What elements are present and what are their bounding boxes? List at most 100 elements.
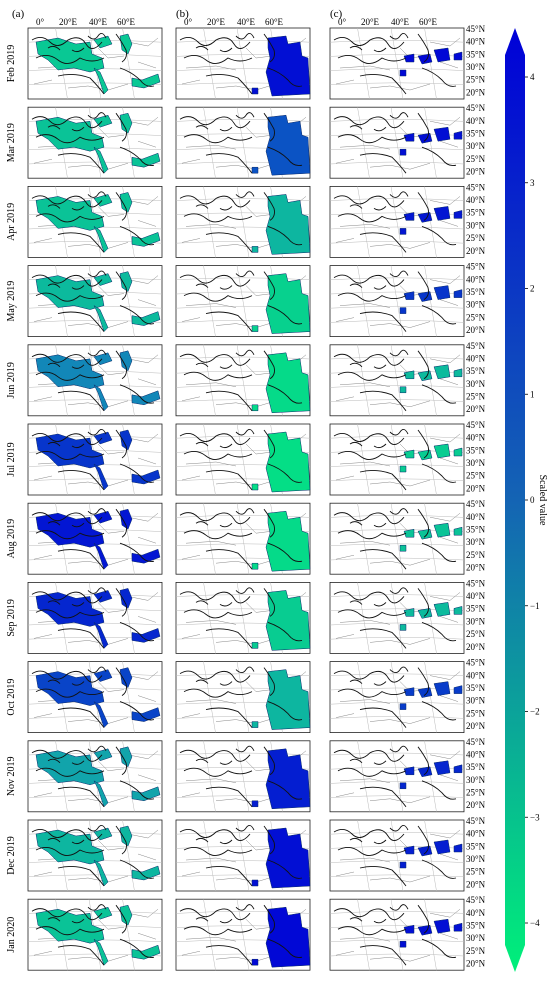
coastline xyxy=(179,195,251,208)
country-border xyxy=(245,919,273,930)
latitude-label: 45°N xyxy=(466,24,486,34)
coastline xyxy=(57,786,105,808)
country-border xyxy=(137,61,157,69)
graticule-parallel xyxy=(329,435,465,439)
coastline xyxy=(421,859,457,879)
coastline xyxy=(337,767,407,777)
country-border xyxy=(335,396,355,402)
map-panel-b xyxy=(175,502,311,575)
map-panel-a xyxy=(27,423,163,496)
coastline xyxy=(373,839,387,845)
country-border xyxy=(245,523,273,534)
coastline xyxy=(333,670,405,683)
latitude-label: 40°N xyxy=(466,512,486,522)
graticule-parallel xyxy=(329,305,465,309)
latitude-label: 25°N xyxy=(466,233,486,243)
country-border xyxy=(33,79,53,85)
coastline xyxy=(179,353,251,366)
map-panel-c: 45°N 40°N 35°N 30°N 25°N 20°N xyxy=(329,499,486,575)
country-border xyxy=(245,443,273,455)
data-region xyxy=(433,206,451,221)
country-border xyxy=(67,717,129,724)
country-border xyxy=(97,839,125,851)
data-region xyxy=(265,590,311,651)
data-region xyxy=(265,273,311,334)
latitude-label: 20°N xyxy=(466,563,486,573)
longitude-label: 60°E xyxy=(117,17,136,27)
graticule-parallel xyxy=(175,39,311,43)
country-border xyxy=(339,65,391,71)
country-border xyxy=(339,778,391,784)
graticule-parallel xyxy=(175,752,311,756)
data-region xyxy=(93,827,113,841)
country-border xyxy=(369,242,431,249)
coastline xyxy=(359,945,407,966)
latitude-label: 45°N xyxy=(466,658,486,668)
month-label: Aug 2019 xyxy=(6,519,17,559)
data-region xyxy=(251,166,259,174)
coastline xyxy=(183,767,253,777)
map-grid: Feb 2019 45°N 40°N 35°N 30°N 25°N 20°N Mar 2019… xyxy=(6,17,486,971)
coastline xyxy=(349,679,363,684)
country-border xyxy=(185,303,237,308)
graticule-meridian xyxy=(390,819,404,892)
data-region xyxy=(93,859,109,887)
latitude-label: 25°N xyxy=(466,788,486,798)
data-region xyxy=(453,289,463,298)
map-panel-a xyxy=(27,265,163,338)
coastline xyxy=(373,602,387,607)
data-region xyxy=(399,69,407,77)
country-border xyxy=(439,61,459,69)
latitude-label: 45°N xyxy=(466,103,486,113)
map-panel-a xyxy=(27,661,163,733)
coastline xyxy=(205,469,253,491)
latitude-label: 20°N xyxy=(466,483,486,493)
country-border xyxy=(181,871,201,877)
country-border xyxy=(429,513,461,522)
coastline xyxy=(219,839,233,845)
graticule-meridian xyxy=(390,423,404,496)
data-region xyxy=(453,606,463,615)
data-region xyxy=(93,304,109,333)
country-border xyxy=(185,540,237,546)
country-border xyxy=(429,275,461,284)
latitude-label: 45°N xyxy=(466,182,486,192)
data-region xyxy=(93,700,109,729)
month-label: Nov 2019 xyxy=(6,756,17,796)
graticule-meridian xyxy=(122,27,135,100)
coastline xyxy=(349,45,363,51)
graticule-meridian xyxy=(390,186,404,258)
coastline xyxy=(263,825,275,855)
coastline xyxy=(349,837,363,843)
coastline xyxy=(421,225,457,246)
country-border xyxy=(369,479,431,487)
colorbar-tick-label: −3 xyxy=(530,812,540,822)
country-border xyxy=(339,461,391,467)
colorbar-tick-label: 1 xyxy=(530,389,535,399)
country-border xyxy=(137,457,157,465)
coastline xyxy=(267,621,303,642)
map-panel-b xyxy=(175,106,311,179)
data-region xyxy=(93,669,113,682)
graticule-meridian xyxy=(122,186,135,258)
latitude-label: 40°N xyxy=(466,670,486,680)
graticule-meridian xyxy=(357,186,370,258)
coastline xyxy=(115,588,127,617)
data-region xyxy=(119,192,133,213)
data-region xyxy=(399,940,407,948)
country-border xyxy=(33,634,53,639)
data-region xyxy=(119,746,133,768)
data-region xyxy=(453,764,463,774)
graticule-meridian xyxy=(203,423,216,496)
coastline xyxy=(31,195,103,208)
coastline xyxy=(35,451,105,460)
country-border xyxy=(245,839,273,851)
coastline xyxy=(35,371,105,381)
map-panel-b xyxy=(175,344,311,417)
latitude-label: 40°N xyxy=(466,749,486,759)
column-label-a: (a) xyxy=(12,8,25,20)
coastline xyxy=(349,283,363,288)
coastline xyxy=(337,292,407,302)
data-region xyxy=(453,368,463,378)
coastline xyxy=(35,134,105,144)
